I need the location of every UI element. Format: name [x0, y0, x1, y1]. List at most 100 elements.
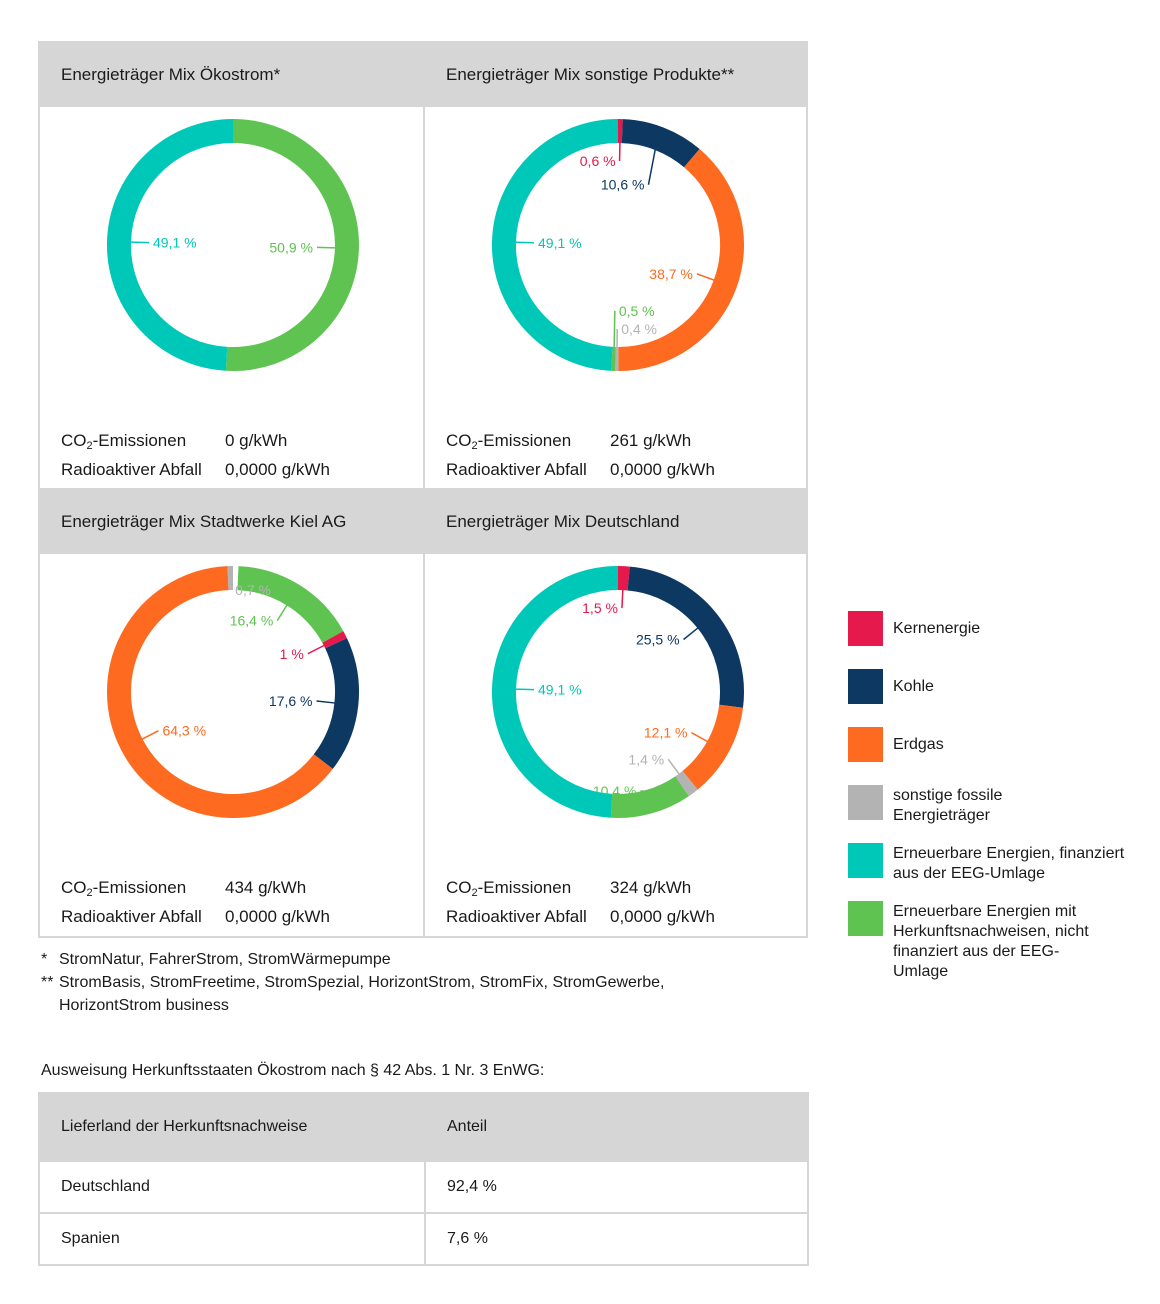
leader-line — [276, 604, 288, 622]
donut-slice — [618, 148, 744, 371]
column-header: Anteil — [424, 1093, 808, 1161]
panel-stadtwerke-kiel: Energieträger Mix Stadtwerke Kiel AG 16,… — [40, 490, 423, 937]
panel-title: Energieträger Mix sonstige Produkte** — [425, 43, 808, 107]
waste-label: Radioaktiver Abfall — [61, 907, 202, 926]
leader-line — [515, 241, 535, 244]
leader-line — [691, 732, 709, 743]
panel-deutschland: Energieträger Mix Deutschland 1,5 % 25,5 … — [425, 490, 808, 937]
co2-value: 261 g/kWh — [610, 431, 692, 450]
donut-slice — [313, 638, 359, 769]
legend-item-erdgas: Erdgas — [848, 727, 1153, 762]
panel-oekostrom: Energieträger Mix Ökostrom* 50,9 % 49,1 %… — [40, 43, 423, 490]
leader-line — [141, 730, 159, 741]
donut-slice — [492, 566, 619, 818]
legend-item-hkn: Erneuerbare Energien mit Herkunftsnachwe… — [848, 901, 1093, 982]
legend-item-kernenergie: Kernenergie — [848, 611, 1153, 646]
energy-mix-grid: Energieträger Mix Ökostrom* 50,9 % 49,1 %… — [38, 41, 808, 938]
legend-swatch — [848, 901, 883, 936]
emission-stats: CO2-Emissionen 261 g/kWh Radioaktiver Abf… — [446, 431, 715, 479]
donut-slice — [610, 776, 689, 818]
table-cell: Deutschland — [39, 1160, 425, 1213]
legend-swatch — [848, 727, 883, 762]
slice-label: 10,6 % — [601, 177, 645, 193]
legend-swatch — [848, 611, 883, 646]
leader-line — [696, 273, 715, 282]
legend-swatch — [848, 785, 883, 820]
grid-horizontal-divider — [40, 488, 806, 490]
co2-value: 0 g/kWh — [225, 431, 288, 450]
footnote: * StromNatur, FahrerStrom, StromWärmepum… — [41, 951, 391, 968]
donut-slice — [675, 770, 698, 797]
slice-label: 25,5 % — [636, 631, 680, 647]
leader-line — [647, 148, 657, 185]
legend-item-sonstige-fossile: sonstige fossile Energieträger — [848, 785, 1043, 826]
slice-label: 1 % — [280, 646, 304, 662]
slice-label: 50,9 % — [269, 239, 313, 255]
donut-slice — [491, 119, 619, 371]
donut-slice — [627, 566, 744, 708]
waste-value: 0,0000 g/kWh — [225, 460, 330, 479]
table-cell: 7,6 % — [424, 1212, 808, 1265]
slice-label: 1,4 % — [628, 751, 664, 767]
origin-table: Lieferland der Herkunftsnachweise Anteil… — [38, 1092, 809, 1266]
waste-value: 0,0000 g/kWh — [610, 907, 715, 926]
legend-swatch — [848, 669, 883, 704]
footnotes: * StromNatur, FahrerStrom, StromWärmepum… — [41, 948, 729, 1017]
slice-label: 38,7 % — [649, 266, 693, 282]
column-header: Lieferland der Herkunftsnachweise — [39, 1093, 425, 1161]
origin-heading: Ausweisung Herkunftsstaaten Ökostrom nac… — [41, 1062, 545, 1079]
co2-value: 324 g/kWh — [610, 878, 692, 897]
leader-line — [613, 310, 616, 348]
emission-stats: CO2-Emissionen 434 g/kWh Radioaktiver Abf… — [61, 878, 330, 926]
legend-swatch — [848, 843, 883, 878]
donut-slice — [682, 704, 744, 790]
waste-label: Radioaktiver Abfall — [446, 460, 587, 479]
table-header-row: Lieferland der Herkunftsnachweise Anteil — [39, 1093, 808, 1161]
waste-label: Radioaktiver Abfall — [61, 460, 202, 479]
emission-stats: CO2-Emissionen 0 g/kWh Radioaktiver Abfal… — [61, 431, 330, 479]
panel-title: Energieträger Mix Stadtwerke Kiel AG — [40, 490, 423, 554]
legend-item-kohle: Kohle — [848, 669, 1153, 704]
leader-line — [316, 700, 336, 704]
donut-chart-deutschland: 1,5 %25,5 %12,1 %1,4 %10,4 %49,1 % — [492, 566, 744, 818]
leader-line — [316, 246, 336, 249]
slice-label: 12,1 % — [644, 725, 688, 741]
leader-line — [515, 688, 535, 691]
slice-label: 0,5 % — [619, 303, 655, 319]
panel-title: Energieträger Mix Ökostrom* — [40, 43, 423, 107]
donut-chart-sonstige-produkte: 0,6 % 10,6 % 38,7 % 0,4 % 0,5 % 49,1 % — [491, 118, 744, 371]
waste-label: Radioaktiver Abfall — [446, 907, 587, 926]
donut-slice — [107, 119, 234, 371]
panel-title: Energieträger Mix Deutschland — [425, 490, 808, 554]
donut-chart-oekostrom: 50,9 % 49,1 % — [107, 119, 359, 371]
leader-line — [667, 758, 681, 776]
donut-slice — [617, 566, 630, 591]
legend-item-eeg: Erneuerbare Energien, finanziert aus der… — [848, 843, 1148, 884]
donut-slice — [225, 119, 359, 371]
slice-label: 1,5 % — [582, 600, 618, 616]
co2-value: 434 g/kWh — [225, 878, 307, 897]
slice-label: 16,4 % — [230, 613, 274, 629]
table-row: Deutschland 92,4 % — [39, 1160, 808, 1213]
donut-slice — [322, 631, 347, 649]
slice-label: 17,6 % — [269, 693, 313, 709]
leader-line — [621, 589, 624, 609]
panel-sonstige-produkte: Energieträger Mix sonstige Produkte** 0,… — [425, 43, 808, 490]
donut-slice — [237, 566, 344, 644]
leader-line — [683, 627, 699, 641]
slice-label: 0,7 % — [235, 582, 271, 598]
slice-label: 0,4 % — [621, 321, 657, 337]
footnote: ** StromBasis, StromFreetime, StromSpezi… — [41, 974, 665, 1014]
table-cell: 92,4 % — [424, 1160, 808, 1213]
leader-line — [307, 644, 326, 655]
slice-label: 0,6 % — [580, 153, 616, 169]
donut-slice — [107, 566, 333, 818]
table-cell: Spanien — [39, 1212, 425, 1265]
table-row: Spanien 7,6 % — [39, 1212, 808, 1265]
slice-label: 49,1 % — [538, 235, 582, 251]
waste-value: 0,0000 g/kWh — [610, 460, 715, 479]
slice-label: 49,1 % — [538, 682, 582, 698]
slice-label: 49,1 % — [153, 235, 197, 251]
donut-chart-stadtwerke-kiel: 16,4 % 1 % 17,6 % 64,3 % 0,7 % — [107, 566, 359, 818]
slice-label: 64,3 % — [162, 723, 206, 739]
